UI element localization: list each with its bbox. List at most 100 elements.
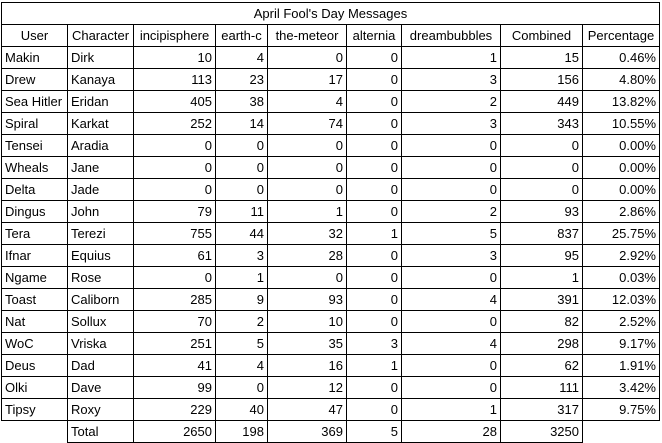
table-cell[interactable]: 0 bbox=[215, 156, 268, 179]
table-cell[interactable]: 0 bbox=[267, 178, 347, 201]
table-cell[interactable]: 3 bbox=[401, 68, 501, 91]
table-cell[interactable]: 28 bbox=[267, 244, 347, 267]
table-cell[interactable]: 47 bbox=[267, 398, 347, 421]
total-cell[interactable]: 3250 bbox=[500, 420, 583, 443]
table-cell[interactable]: Rose bbox=[67, 266, 134, 289]
table-cell[interactable]: 0 bbox=[346, 46, 402, 69]
table-cell[interactable]: Ifnar bbox=[1, 244, 68, 267]
table-cell[interactable]: 251 bbox=[133, 332, 216, 355]
table-cell[interactable]: 10.55% bbox=[582, 112, 660, 135]
table-cell[interactable]: 3 bbox=[401, 112, 501, 135]
table-cell[interactable]: Sollux bbox=[67, 310, 134, 333]
table-cell[interactable]: 23 bbox=[215, 68, 268, 91]
total-cell[interactable]: 369 bbox=[267, 420, 347, 443]
table-cell[interactable]: 0 bbox=[133, 156, 216, 179]
table-cell[interactable]: 9.75% bbox=[582, 398, 660, 421]
total-cell[interactable]: 198 bbox=[215, 420, 268, 443]
table-cell[interactable]: 14 bbox=[215, 112, 268, 135]
table-cell[interactable]: Delta bbox=[1, 178, 68, 201]
table-cell[interactable]: 93 bbox=[500, 200, 583, 223]
table-cell[interactable]: 95 bbox=[500, 244, 583, 267]
table-cell[interactable]: 343 bbox=[500, 112, 583, 135]
table-cell[interactable]: 0 bbox=[346, 178, 402, 201]
table-cell[interactable]: 0 bbox=[133, 266, 216, 289]
table-cell[interactable]: 285 bbox=[133, 288, 216, 311]
table-cell[interactable]: 0 bbox=[346, 134, 402, 157]
table-cell[interactable]: 0 bbox=[215, 134, 268, 157]
table-cell[interactable]: Spiral bbox=[1, 112, 68, 135]
table-cell[interactable]: 9 bbox=[215, 288, 268, 311]
table-cell[interactable]: 70 bbox=[133, 310, 216, 333]
table-cell[interactable]: 252 bbox=[133, 112, 216, 135]
table-cell[interactable]: 3 bbox=[215, 244, 268, 267]
table-cell[interactable]: 0 bbox=[133, 178, 216, 201]
table-cell[interactable]: 44 bbox=[215, 222, 268, 245]
table-cell[interactable]: Jane bbox=[67, 156, 134, 179]
table-cell[interactable]: Eridan bbox=[67, 90, 134, 113]
table-cell[interactable]: 0 bbox=[401, 266, 501, 289]
table-cell[interactable]: 0 bbox=[346, 244, 402, 267]
table-cell[interactable]: 74 bbox=[267, 112, 347, 135]
table-cell[interactable]: 5 bbox=[401, 222, 501, 245]
table-cell[interactable]: Deus bbox=[1, 354, 68, 377]
table-cell[interactable]: 79 bbox=[133, 200, 216, 223]
table-cell[interactable]: John bbox=[67, 200, 134, 223]
table-cell[interactable]: 3 bbox=[401, 244, 501, 267]
table-cell[interactable]: 2 bbox=[401, 90, 501, 113]
table-cell[interactable]: 0 bbox=[346, 310, 402, 333]
table-cell[interactable]: 0.00% bbox=[582, 156, 660, 179]
table-cell[interactable]: 0 bbox=[500, 134, 583, 157]
table-cell[interactable]: 38 bbox=[215, 90, 268, 113]
table-cell[interactable]: Drew bbox=[1, 68, 68, 91]
header-cell[interactable]: the-meteor bbox=[267, 24, 347, 47]
table-cell[interactable]: 0 bbox=[267, 134, 347, 157]
table-cell[interactable]: 391 bbox=[500, 288, 583, 311]
table-cell[interactable]: 1 bbox=[267, 200, 347, 223]
table-cell[interactable]: Jade bbox=[67, 178, 134, 201]
table-cell[interactable]: 4 bbox=[267, 90, 347, 113]
table-cell[interactable]: 1 bbox=[401, 398, 501, 421]
table-cell[interactable]: 111 bbox=[500, 376, 583, 399]
table-cell[interactable]: 0 bbox=[401, 376, 501, 399]
table-cell[interactable]: 2.52% bbox=[582, 310, 660, 333]
table-cell[interactable]: Caliborn bbox=[67, 288, 134, 311]
table-title[interactable]: April Fool's Day Messages bbox=[1, 2, 660, 25]
header-cell[interactable]: dreambubbles bbox=[401, 24, 501, 47]
table-cell[interactable]: 16 bbox=[267, 354, 347, 377]
table-cell[interactable]: 82 bbox=[500, 310, 583, 333]
table-cell[interactable]: 229 bbox=[133, 398, 216, 421]
table-cell[interactable]: 1 bbox=[500, 266, 583, 289]
table-cell[interactable]: 0.03% bbox=[582, 266, 660, 289]
total-cell[interactable]: 5 bbox=[346, 420, 402, 443]
table-cell[interactable]: Ngame bbox=[1, 266, 68, 289]
table-cell[interactable]: 0 bbox=[346, 398, 402, 421]
table-cell[interactable]: 1.91% bbox=[582, 354, 660, 377]
table-cell[interactable]: 449 bbox=[500, 90, 583, 113]
table-cell[interactable]: Kanaya bbox=[67, 68, 134, 91]
table-cell[interactable]: Makin bbox=[1, 46, 68, 69]
table-cell[interactable]: 10 bbox=[133, 46, 216, 69]
header-cell[interactable]: earth-c bbox=[215, 24, 268, 47]
table-cell[interactable]: 317 bbox=[500, 398, 583, 421]
table-cell[interactable]: 99 bbox=[133, 376, 216, 399]
table-cell[interactable]: Tensei bbox=[1, 134, 68, 157]
table-cell[interactable]: 2 bbox=[215, 310, 268, 333]
table-cell[interactable]: Tipsy bbox=[1, 398, 68, 421]
table-cell[interactable]: 156 bbox=[500, 68, 583, 91]
table-cell[interactable]: 12.03% bbox=[582, 288, 660, 311]
table-cell[interactable]: 0 bbox=[346, 68, 402, 91]
table-cell[interactable]: 0 bbox=[215, 178, 268, 201]
table-cell[interactable]: 0 bbox=[346, 156, 402, 179]
table-cell[interactable]: 15 bbox=[500, 46, 583, 69]
table-cell[interactable]: 1 bbox=[346, 222, 402, 245]
table-cell[interactable]: 10 bbox=[267, 310, 347, 333]
table-cell[interactable]: 93 bbox=[267, 288, 347, 311]
table-cell[interactable]: Olki bbox=[1, 376, 68, 399]
table-cell[interactable]: Dirk bbox=[67, 46, 134, 69]
table-cell[interactable]: Aradia bbox=[67, 134, 134, 157]
table-cell[interactable]: 0 bbox=[500, 178, 583, 201]
table-cell[interactable]: 4 bbox=[215, 354, 268, 377]
empty-cell[interactable] bbox=[2, 421, 68, 443]
table-cell[interactable]: Dave bbox=[67, 376, 134, 399]
table-cell[interactable]: 0 bbox=[267, 46, 347, 69]
